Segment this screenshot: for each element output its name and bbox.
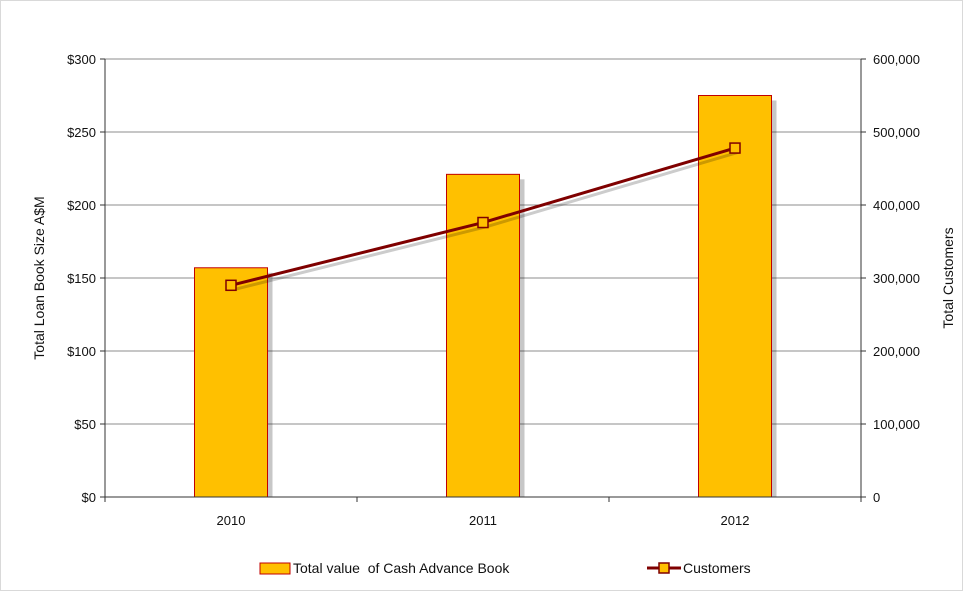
y2-tick-label: 0	[873, 490, 880, 505]
axes	[100, 58, 866, 502]
y2-tick-label: 100,000	[873, 417, 920, 432]
left-axis-ticks: $0 $50 $100 $150 $200 $250 $300	[67, 52, 96, 505]
line-marker	[729, 142, 741, 154]
right-axis-ticks: 0 100,000 200,000 300,000 400,000 500,000 600,…	[873, 52, 920, 505]
y-tick-label: $50	[74, 417, 96, 432]
y-tick-label: $300	[67, 52, 96, 67]
line-marker	[225, 279, 237, 292]
legend-line-label: Customers	[683, 560, 751, 576]
y2-tick-label: 600,000	[873, 52, 920, 67]
x-tick-label: 2012	[721, 513, 750, 528]
bar	[194, 267, 268, 498]
y2-tick-label: 200,000	[873, 344, 920, 359]
legend-line-marker	[658, 562, 670, 574]
bar	[698, 95, 772, 498]
legend: Total value of Cash Advance Book Custome…	[259, 560, 751, 576]
y2-axis-title: Total Customers	[940, 227, 956, 328]
y-axis-title: Total Loan Book Size A$M	[31, 196, 47, 359]
y-tick-label: $0	[82, 490, 96, 505]
legend-bar-swatch	[259, 562, 291, 575]
y-tick-label: $200	[67, 198, 96, 213]
bar-series	[194, 95, 777, 498]
y2-tick-label: 400,000	[873, 198, 920, 213]
line-marker	[477, 216, 489, 229]
y2-tick-label: 300,000	[873, 271, 920, 286]
x-tick-label: 2011	[469, 513, 497, 528]
y-tick-label: $100	[67, 344, 96, 359]
y-tick-label: $250	[67, 125, 96, 140]
line-series	[225, 142, 741, 292]
legend-bar-label: Total value of Cash Advance Book	[293, 560, 510, 576]
y-tick-label: $150	[67, 271, 96, 286]
y2-tick-label: 500,000	[873, 125, 920, 140]
x-axis-ticks: 2010 2011 2012	[217, 513, 750, 528]
x-tick-label: 2010	[217, 513, 246, 528]
